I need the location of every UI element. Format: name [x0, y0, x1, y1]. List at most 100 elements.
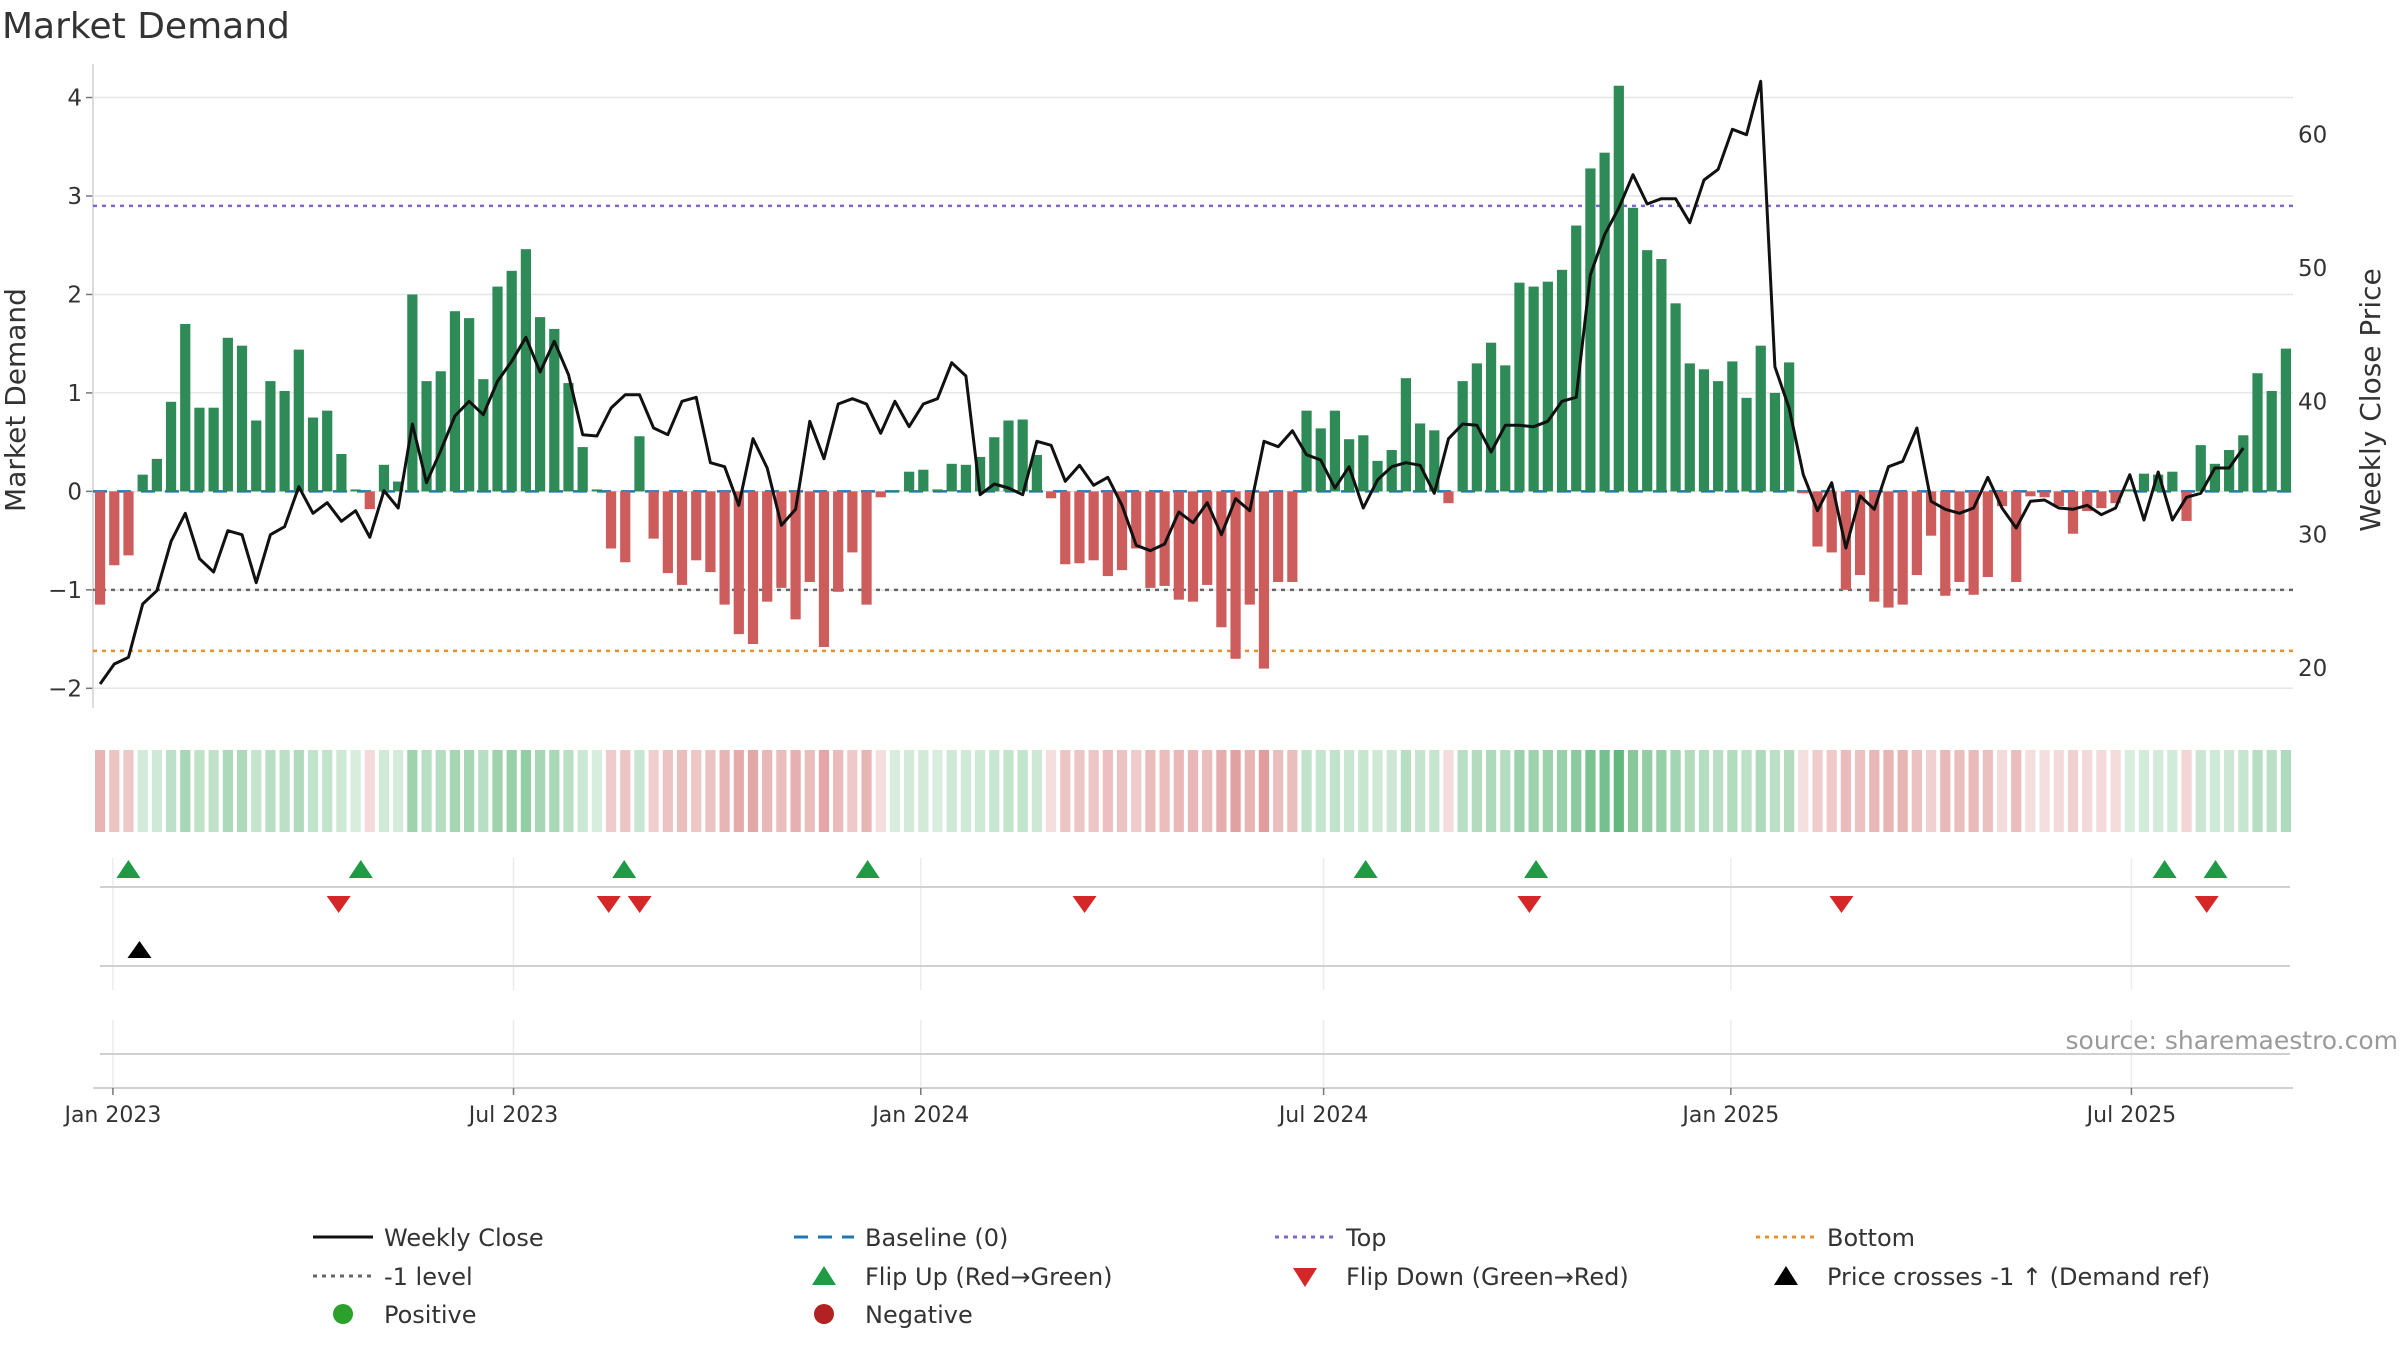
- demand-bar: [2266, 390, 2277, 492]
- heat-cell: [2280, 750, 2292, 832]
- demand-bar: [1769, 392, 1781, 492]
- heat-cell: [1755, 750, 1766, 832]
- left-axis-label: Market Demand: [0, 288, 32, 512]
- demand-bar: [1131, 491, 1142, 549]
- heat-cell: [407, 750, 418, 832]
- heat-cell: [1996, 750, 2008, 832]
- demand-bar: [1258, 491, 1270, 669]
- heat-cell: [1301, 750, 1312, 832]
- heat-cell: [435, 750, 446, 832]
- heat-cell: [1414, 750, 1426, 832]
- heat-cell: [946, 750, 957, 832]
- heat-cell: [1784, 750, 1795, 832]
- heat-cell: [1074, 750, 1085, 832]
- demand-bar: [1003, 420, 1014, 492]
- heat-cell: [1202, 750, 1213, 832]
- heat-cell: [1088, 750, 1099, 832]
- legend-top-label: Top: [1345, 1224, 1387, 1252]
- heat-cell: [733, 750, 744, 832]
- demand-bar: [336, 453, 347, 492]
- heat-cell: [1273, 750, 1284, 832]
- heat-cell: [1031, 750, 1042, 832]
- legend-price-cross-triangle-icon: [1774, 1266, 1798, 1285]
- demand-bar: [1045, 491, 1057, 499]
- heat-cell: [861, 750, 872, 832]
- demand-bar: [1925, 491, 1937, 536]
- legend-minus-one: -1 level: [313, 1263, 473, 1291]
- demand-bar: [534, 317, 546, 492]
- demand-bar: [449, 311, 461, 492]
- price-line-layer: [98, 79, 2245, 685]
- chart-title: Market Demand: [2, 6, 290, 47]
- legend-bottom-label: Bottom: [1827, 1224, 1915, 1252]
- legend-flip-down-triangle-icon: [1293, 1268, 1317, 1287]
- demand-bar: [818, 491, 830, 647]
- demand-bar: [847, 491, 858, 553]
- heat-cell: [1613, 750, 1624, 832]
- legend-negative-dot-icon: [814, 1304, 834, 1324]
- heat-cell: [1684, 750, 1695, 832]
- heat-cell: [1571, 750, 1582, 832]
- heat-cell: [492, 750, 503, 832]
- heat-cell: [1798, 750, 1809, 832]
- demand-heat-strip: [94, 750, 2292, 832]
- demand-bar: [1542, 281, 1553, 492]
- heat-cell: [520, 750, 532, 832]
- heat-cell: [137, 750, 148, 832]
- legend-price-cross: Price crosses -1 ↑ (Demand ref): [1774, 1263, 2210, 1291]
- heat-cell: [2195, 750, 2206, 832]
- right-tick-label: 30: [2298, 523, 2327, 549]
- heat-cell: [2252, 750, 2263, 832]
- heat-cell: [208, 750, 219, 832]
- demand-bar: [648, 491, 659, 539]
- heat-cell: [1116, 750, 1128, 832]
- heat-cell: [719, 750, 730, 832]
- flip-up-marker: [855, 860, 880, 878]
- demand-bar: [1414, 423, 1426, 492]
- flip-down-marker: [1517, 896, 1542, 913]
- left-tick-label: 0: [67, 479, 82, 505]
- demand-bar: [1784, 362, 1795, 492]
- demand-bar: [1485, 342, 1497, 492]
- heat-cell: [904, 750, 915, 832]
- demand-bar: [165, 401, 177, 492]
- demand-bar: [222, 337, 233, 492]
- demand-bar: [123, 491, 134, 556]
- heat-cell: [1556, 750, 1568, 832]
- heat-cell: [1954, 750, 1965, 832]
- legend-flip-down-label: Flip Down (Green→Red): [1346, 1263, 1629, 1291]
- demand-bar: [1273, 491, 1284, 582]
- demand-bar: [1116, 491, 1128, 571]
- demand-bar: [478, 379, 489, 492]
- heat-cell: [1400, 750, 1412, 832]
- heat-cell: [1230, 750, 1241, 832]
- heat-cell: [1982, 750, 1993, 832]
- flip-down-marker: [627, 896, 652, 913]
- flip-up-marker: [1524, 860, 1549, 878]
- demand-bar: [719, 491, 730, 605]
- heat-cell: [591, 750, 602, 832]
- heat-cell: [1017, 750, 1028, 832]
- heat-cell: [2266, 750, 2277, 832]
- demand-bar: [2011, 491, 2022, 582]
- heat-cell: [563, 750, 574, 832]
- demand-bar: [2039, 491, 2050, 498]
- demand-bar: [549, 328, 560, 492]
- demand-bar: [94, 491, 106, 605]
- demand-bar: [307, 417, 319, 492]
- heat-cell: [2025, 750, 2036, 832]
- left-tick-label: 2: [67, 282, 82, 308]
- heat-cell: [989, 750, 1000, 832]
- heat-cell: [790, 750, 801, 832]
- demand-bar: [1812, 491, 1823, 547]
- heat-cell: [634, 750, 645, 832]
- heat-cell: [918, 750, 929, 832]
- demand-bar: [705, 491, 716, 573]
- demand-bar: [1627, 207, 1639, 492]
- heat-cell: [1528, 750, 1539, 832]
- heat-cell: [1485, 750, 1497, 832]
- heat-cell: [1968, 750, 1979, 832]
- legend-positive: Positive: [333, 1301, 477, 1329]
- heat-cell: [236, 750, 248, 832]
